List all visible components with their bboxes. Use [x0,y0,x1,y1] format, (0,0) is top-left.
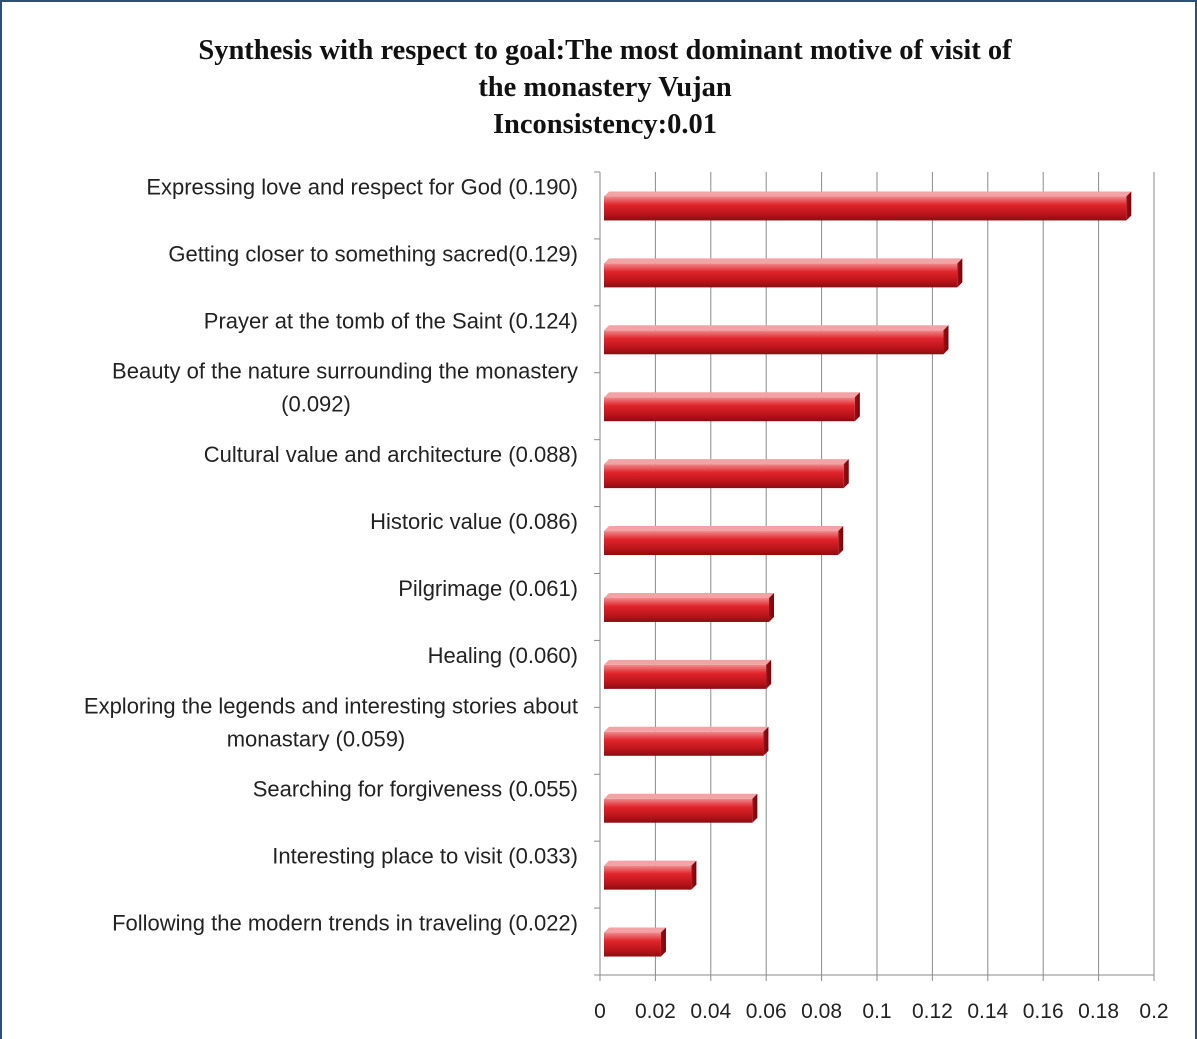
category-label: Following the modern trends in traveling… [112,911,578,936]
category-label: Getting closer to something sacred(0.129… [168,241,578,266]
bar-end-face [843,459,849,489]
bar-top-face [604,526,844,532]
category-label: Cultural value and architecture (0.088) [204,442,578,467]
bar-body [604,397,855,422]
bar-end-face [957,258,963,288]
bar-end-face [691,860,697,890]
bar [604,592,774,622]
x-tick-labels: 0 0.02 0.04 0.06 0.08 0.1 0.12 0.14 0.16 0.18 0.2 [594,1000,1168,1023]
bar [604,325,949,355]
category-label: Pilgrimage (0.061) [398,576,578,601]
category-label: Healing (0.060) [428,643,578,668]
category-label: Expressing love and respect for God (0.1… [146,174,578,199]
bar [604,793,758,823]
category-label: Exploring the legends and interesting st… [84,693,578,718]
axes [594,171,1155,981]
bar [604,860,697,890]
x-tick-label: 0.18 [1078,1000,1119,1023]
bar-top-face [604,459,849,465]
category-label: Beauty of the nature surrounding the mon… [112,359,578,384]
x-tick-label: 0.04 [690,1000,731,1023]
bar [604,659,772,689]
bar-end-face [752,793,758,823]
bar [604,258,963,288]
chart-title-line-3: Inconsistency:0.01 [492,109,718,140]
bar-body [604,330,944,355]
bar-body [604,531,839,556]
bar-end-face [766,659,772,689]
bar-body [604,731,764,756]
bar-top-face [604,191,1132,197]
x-tick-label: 0.02 [635,1000,676,1023]
bar-top-face [604,659,772,665]
bar-end-face [1126,191,1132,221]
bar [604,726,769,756]
x-tick-label: 0 [594,1000,606,1023]
bar-top-face [604,726,769,732]
chart-title-line-1: Synthesis with respect to goal:The most … [198,35,1012,66]
bar-top-face [604,325,949,331]
bar [604,392,860,422]
category-label: Historic value (0.086) [370,509,578,534]
bar [604,526,844,556]
bar-end-face [838,526,844,556]
x-tick-label: 0.06 [746,1000,787,1023]
bar-top-face [604,258,963,264]
bar-end-face [854,392,860,422]
bar-top-face [604,592,774,598]
bar [604,927,666,957]
bars [604,191,1132,957]
chart-title: Synthesis with respect to goal:The most … [0,32,1197,143]
bar-top-face [604,793,758,799]
x-tick-label: 0.1 [862,1000,891,1023]
category-label: monastary (0.059) [227,726,406,751]
bar-end-face [943,325,949,355]
x-tick-label: 0.12 [912,1000,953,1023]
bar [604,191,1132,221]
bar-end-face [768,592,774,622]
bar-body [604,597,769,622]
category-label: Prayer at the tomb of the Saint (0.124) [204,308,578,333]
category-labels: Expressing love and respect for God (0.1… [84,174,578,935]
x-tick-label: 0.14 [967,1000,1008,1023]
bar [604,459,849,489]
bar-end-face [660,927,666,957]
bar-body [604,865,692,890]
bar-top-face [604,927,666,933]
bar-top-face [604,860,697,866]
bar-body [604,196,1127,221]
category-label: Searching for forgiveness (0.055) [253,777,578,802]
bar-body [604,798,753,823]
category-label: Interesting place to visit (0.033) [272,844,578,869]
bar-body [604,263,958,288]
category-label: (0.092) [281,392,351,417]
chart-title-line-2: the monastery Vujan [478,72,732,103]
x-tick-label: 0.16 [1023,1000,1064,1023]
grid-lines [654,172,1155,975]
bar-body [604,664,767,689]
bar-body [604,464,844,489]
bar-body [604,932,661,957]
x-tick-label: 0.2 [1139,1000,1168,1023]
bar-top-face [604,392,860,398]
x-tick-label: 0.08 [801,1000,842,1023]
bar-end-face [763,726,769,756]
